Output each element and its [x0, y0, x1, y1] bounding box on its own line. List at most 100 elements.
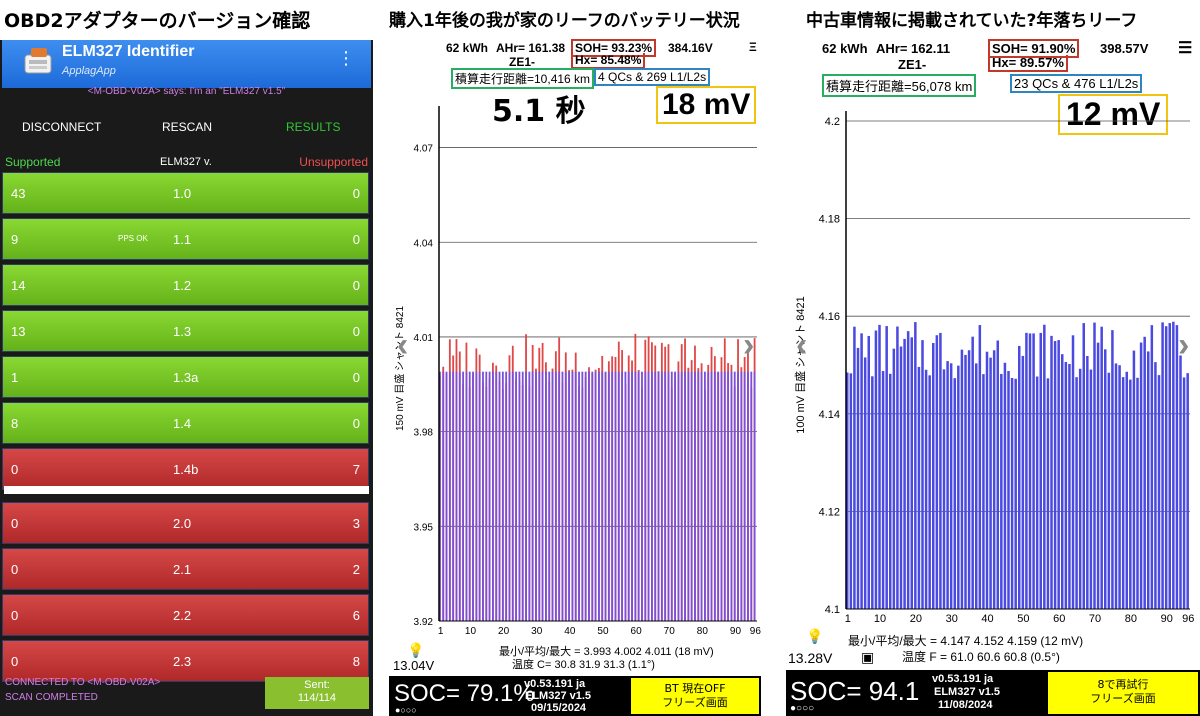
amp-hours: AHr= 162.11: [876, 41, 951, 56]
cell-bar: [564, 371, 567, 621]
unsupported-count: 8: [352, 654, 360, 669]
min-avg-max-stats: 最小/平均/最大 = 4.147 4.152 4.159 (12 mV): [848, 634, 1084, 648]
x-tick-label: 30: [531, 626, 543, 637]
cell-bar: [690, 371, 693, 621]
pack-voltage: 398.57V: [1100, 41, 1149, 56]
menu-icon[interactable]: Ξ: [749, 40, 757, 54]
cell-bar: [1035, 376, 1039, 609]
cell-bar: [1057, 340, 1060, 609]
results-button[interactable]: RESULTS: [286, 120, 341, 134]
result-row[interactable]: 1 1.3a 0: [2, 356, 369, 398]
cell-bar: [561, 371, 564, 621]
cell-bar: [1111, 330, 1114, 609]
overflow-menu-icon[interactable]: ⋮: [337, 48, 355, 69]
hx-value: Hx= 89.57%: [988, 55, 1068, 72]
cell-diff-annotation: 18 mV: [656, 86, 757, 124]
cell-bar: [571, 371, 574, 621]
result-row[interactable]: 43 1.0 0: [2, 172, 369, 214]
unsupported-count: 6: [352, 608, 360, 623]
nav-left-arrow[interactable]: ‹: [397, 326, 409, 364]
cell-bar: [448, 371, 451, 621]
cell-bar: [753, 371, 756, 621]
cell-bar: [1093, 322, 1096, 609]
result-row[interactable]: 0 2.0 3: [2, 502, 369, 544]
cell-bar: [1061, 354, 1064, 609]
x-tick-label: 20: [910, 613, 922, 625]
cell-bar: [949, 363, 953, 609]
cell-bar: [899, 346, 903, 609]
cell-bar: [1150, 325, 1154, 609]
menu-icon[interactable]: ☰: [1178, 40, 1193, 57]
sent-counter: Sent: 114/114: [265, 677, 369, 709]
cell-bar: [733, 371, 736, 621]
elm-version-label: 1.2: [173, 278, 192, 293]
cell-bar: [631, 371, 633, 621]
unsupported-count: 0: [352, 416, 360, 431]
freeze-label: フリーズ画面: [1090, 692, 1156, 705]
result-row[interactable]: 9 1.1 0 PPS OK: [2, 218, 369, 260]
elm-version-label: 2.2: [173, 608, 192, 623]
cell-bar: [881, 371, 885, 609]
soh-value: SOH= 93.23%: [571, 39, 657, 57]
nav-right-arrow[interactable]: ›: [1178, 326, 1190, 364]
cell-bar: [511, 371, 514, 621]
supported-count: 0: [11, 516, 19, 531]
cell-bar: [627, 371, 630, 621]
cell-bar: [860, 333, 863, 609]
result-row[interactable]: 8 1.4 0: [2, 402, 369, 444]
leafspy-screen-used: 62 kWh AHr= 162.11 SOH= 91.90% 398.57V ☰…: [786, 36, 1200, 716]
rescan-button[interactable]: RESCAN: [162, 120, 213, 134]
right-panel-title: 中古車情報に掲載されていた?年落ちリーフ: [806, 11, 1138, 31]
cell-bar: [710, 371, 713, 621]
elm-version-label: 2.0: [173, 516, 192, 531]
version-header: ELM327 v.: [160, 156, 212, 168]
result-row[interactable]: 0 1.4b 7: [2, 448, 369, 490]
app-subtitle: ApplagApp: [62, 65, 116, 77]
cell-bar: [581, 371, 584, 621]
cell-bar: [667, 371, 670, 621]
x-tick-label: 60: [1053, 613, 1065, 625]
retry-button[interactable]: 8で再試行 フリーズ画面: [1048, 672, 1198, 714]
unsupported-count: 0: [352, 186, 360, 201]
nav-left-arrow[interactable]: ‹: [796, 326, 808, 364]
result-row[interactable]: 0 2.2 6: [2, 594, 369, 636]
cell-bar: [978, 325, 982, 609]
cell-bar: [1028, 333, 1032, 609]
battery-capacity: 62 kWh: [822, 41, 868, 56]
leafspy-screen-own: 62 kWh AHr= 161.38 SOH= 93.23% 384.16V Ξ…: [389, 36, 761, 716]
cell-bar: [1118, 365, 1121, 609]
cell-bar: [874, 330, 878, 609]
cell-bar: [996, 340, 1000, 609]
cell-bar: [1182, 377, 1186, 609]
sent-label: Sent:: [304, 679, 330, 691]
retry-label: 8で再試行: [1097, 678, 1149, 691]
bulb-icon: 💡: [806, 628, 824, 644]
elm-version-label: 1.4b: [173, 462, 199, 477]
x-tick-label: 60: [631, 626, 643, 637]
freeze-screen-button[interactable]: BT 現在OFF フリーズ画面: [631, 678, 759, 714]
y-tick-label: 3.98: [414, 428, 434, 439]
cell-bar: [548, 371, 551, 621]
nav-right-arrow[interactable]: ›: [743, 326, 755, 364]
x-tick-label: 30: [946, 613, 958, 625]
disconnect-button[interactable]: DISCONNECT: [22, 120, 102, 134]
cell-bar: [1018, 345, 1021, 609]
hx-value: Hx= 85.48%: [571, 53, 646, 69]
cell-bar: [889, 373, 892, 609]
sent-value: 114/114: [297, 692, 337, 704]
bottom-status-bar: SOC= 94.1 ●○○○ v0.53.191 ja ELM327 v1.5 …: [786, 670, 1200, 716]
aux-battery-voltage: 13.04V: [393, 658, 435, 673]
cell-bar: [621, 371, 624, 621]
result-row[interactable]: 14 1.2 0: [2, 264, 369, 306]
cell-bar: [535, 371, 537, 621]
x-tick-label: 70: [664, 626, 676, 637]
cell-bar: [707, 371, 710, 621]
cell-bar: [906, 331, 910, 609]
cell-bar: [554, 371, 557, 621]
cell-bar: [743, 371, 746, 621]
battery-capacity: 62 kWh: [446, 41, 489, 55]
cell-bar: [588, 371, 590, 621]
result-row[interactable]: 13 1.3 0: [2, 310, 369, 352]
result-row[interactable]: 0 2.1 2: [2, 548, 369, 590]
result-row[interactable]: 0 2.3 8: [2, 640, 369, 682]
